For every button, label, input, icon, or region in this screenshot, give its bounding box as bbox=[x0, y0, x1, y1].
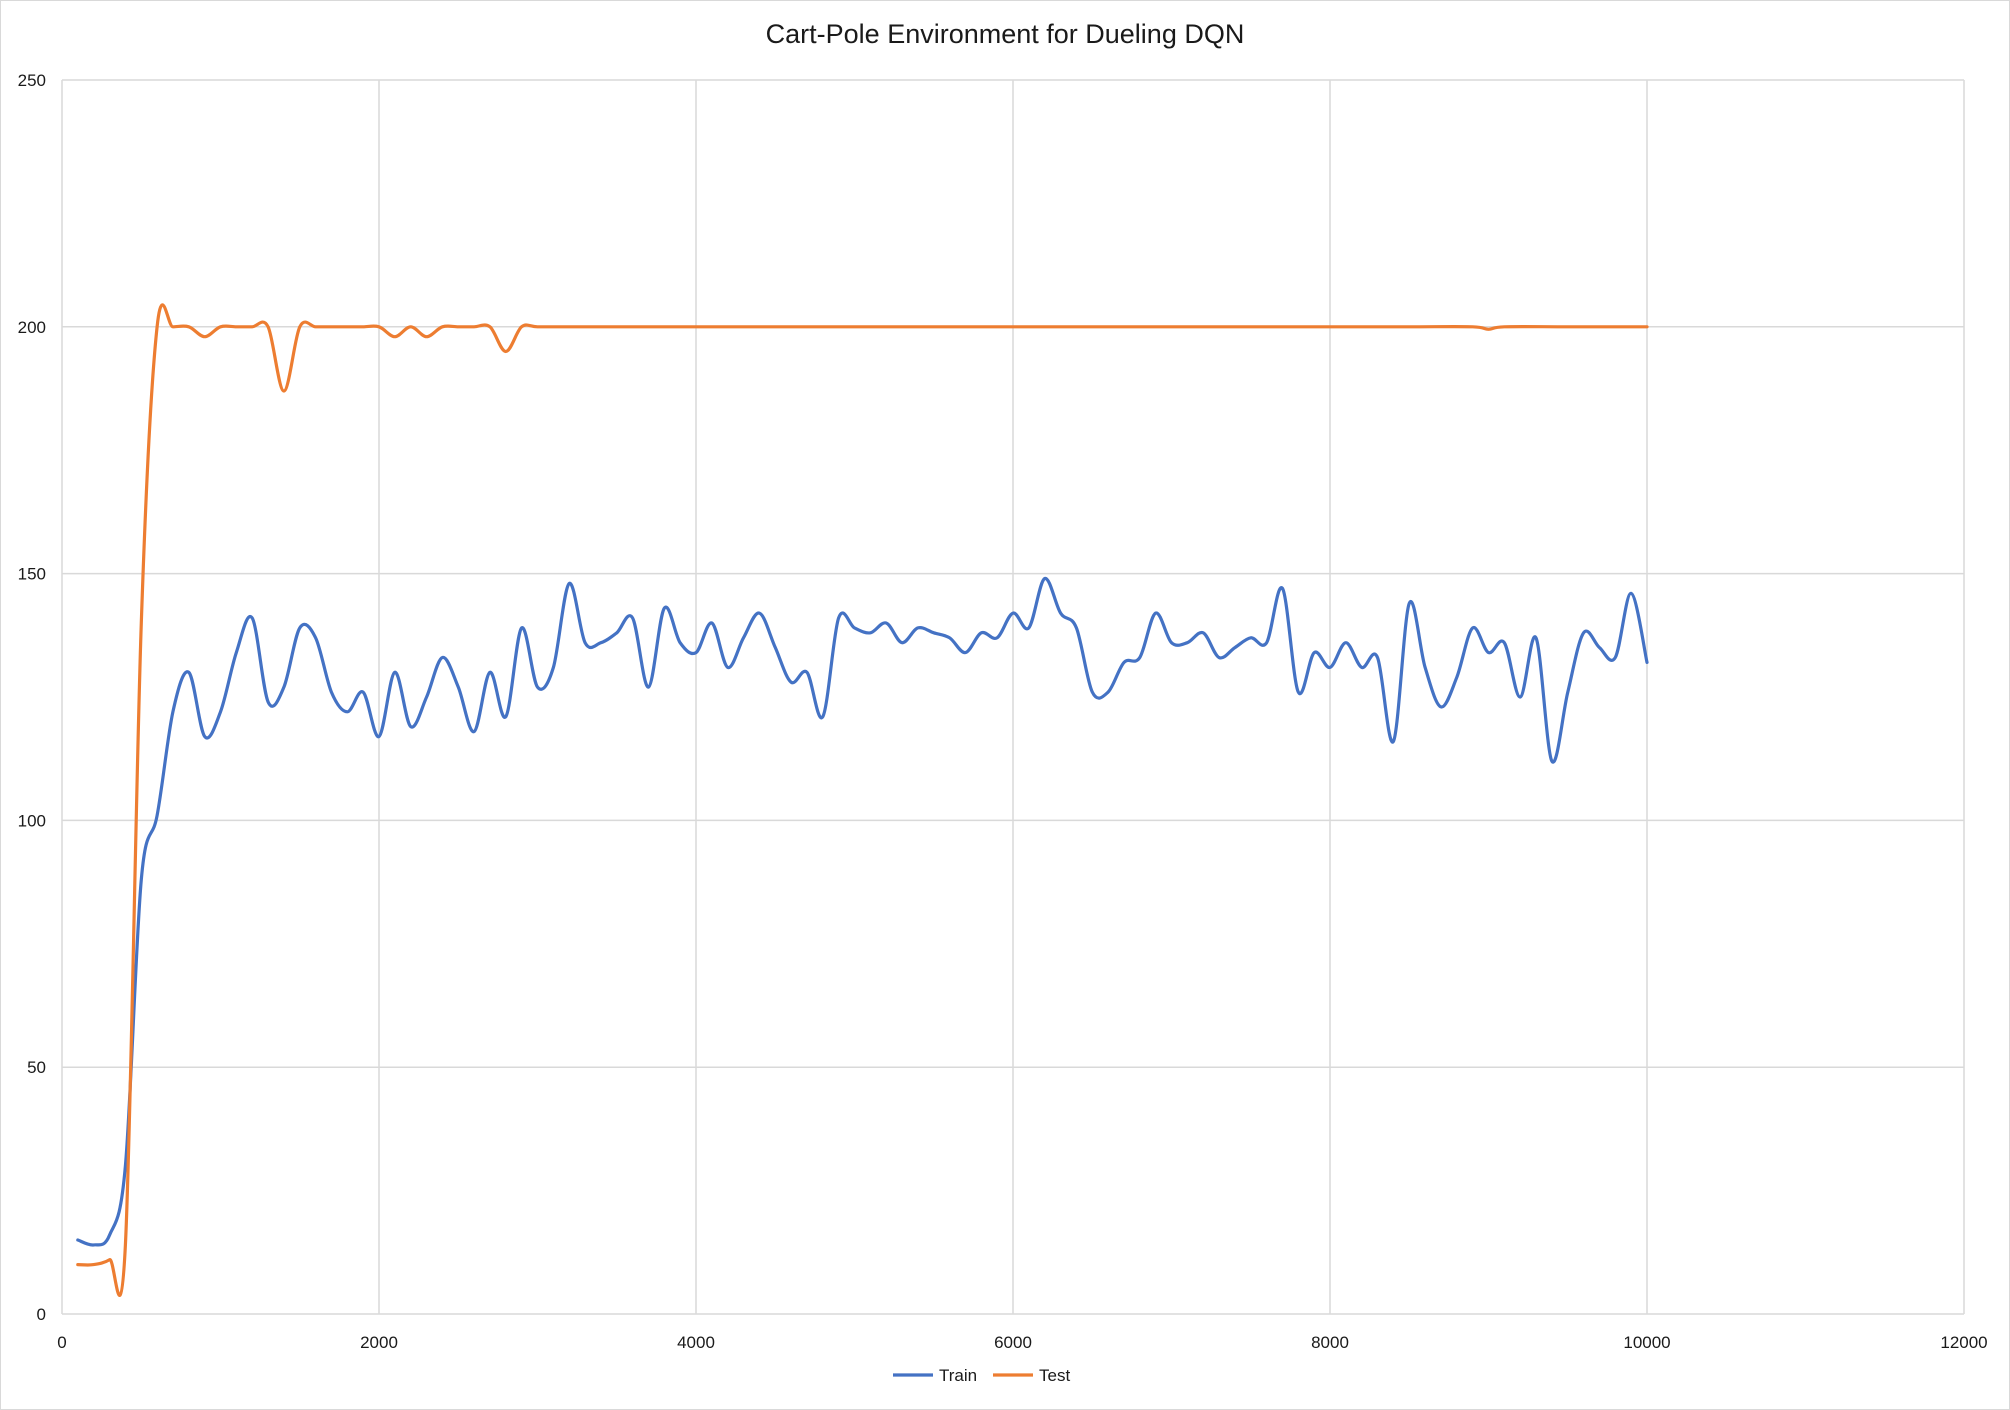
x-tick-label: 10000 bbox=[1623, 1333, 1670, 1352]
x-tick-label: 4000 bbox=[677, 1333, 715, 1352]
x-tick-label: 8000 bbox=[1311, 1333, 1349, 1352]
y-tick-label: 200 bbox=[18, 318, 46, 337]
series-line-train bbox=[76, 576, 1649, 1247]
series-line-test bbox=[76, 303, 1649, 1297]
x-tick-label: 2000 bbox=[360, 1333, 398, 1352]
x-tick-label: 12000 bbox=[1940, 1333, 1987, 1352]
y-tick-label: 50 bbox=[27, 1058, 46, 1077]
chart-title: Cart-Pole Environment for Dueling DQN bbox=[765, 19, 1245, 49]
x-tick-label: 0 bbox=[57, 1333, 66, 1352]
legend-item-train: Train bbox=[893, 1366, 977, 1385]
y-tick-label: 100 bbox=[18, 811, 46, 830]
y-tick-label: 0 bbox=[37, 1305, 46, 1324]
x-tick-label: 6000 bbox=[994, 1333, 1032, 1352]
legend-label: Train bbox=[939, 1366, 977, 1385]
legend-item-test: Test bbox=[993, 1366, 1070, 1385]
y-tick-label: 150 bbox=[18, 565, 46, 584]
legend-label: Test bbox=[1039, 1366, 1070, 1385]
y-tick-label: 250 bbox=[18, 71, 46, 90]
